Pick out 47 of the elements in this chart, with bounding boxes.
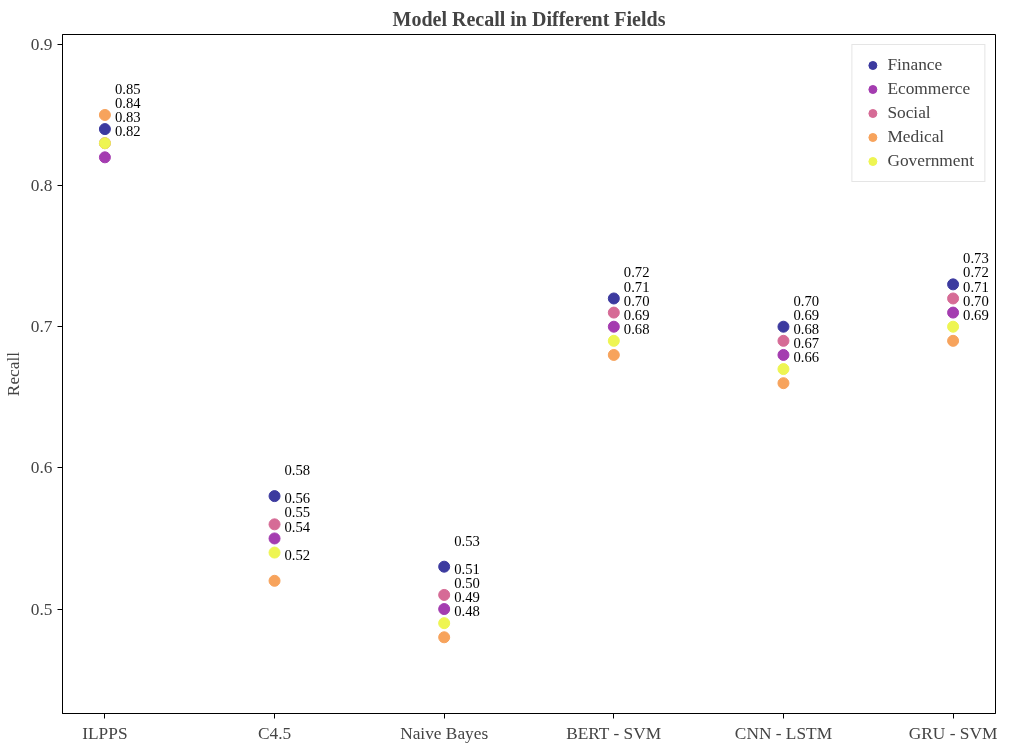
data-label: 0.72 — [623, 264, 650, 281]
data-label: 0.50 — [454, 575, 480, 592]
data-label: 0.69 — [793, 306, 820, 323]
x-tick-label: Naive Bayes — [400, 723, 489, 743]
data-label: 0.82 — [114, 123, 141, 140]
data-label: 0.51 — [454, 560, 480, 577]
data-label: 0.55 — [284, 504, 311, 521]
data-label: 0.58 — [284, 462, 311, 479]
y-tick-label: 0.7 — [30, 317, 53, 337]
x-tick-label: C4.5 — [257, 723, 292, 743]
data-label: 0.53 — [454, 532, 480, 549]
data-label: 0.85 — [114, 80, 141, 97]
legend-label: Ecommerce — [887, 79, 971, 99]
data-label: 0.67 — [793, 335, 820, 352]
legend-label: Government — [887, 151, 974, 171]
data-label: 0.73 — [963, 250, 989, 267]
data-label: 0.70 — [793, 292, 820, 309]
data-label: 0.70 — [623, 292, 650, 309]
data-label: 0.56 — [284, 490, 311, 507]
legend-label: Social — [887, 103, 931, 123]
data-label: 0.71 — [963, 278, 989, 295]
x-tick-label: ILPPS — [82, 723, 128, 743]
data-label: 0.69 — [623, 306, 650, 323]
y-tick-label: 0.9 — [30, 34, 53, 54]
data-label: 0.70 — [963, 292, 989, 309]
y-tick-label: 0.6 — [30, 458, 53, 478]
y-tick-label: 0.5 — [30, 599, 53, 619]
legend-label: Medical — [887, 127, 945, 147]
data-label: 0.69 — [963, 306, 989, 323]
y-tick-label: 0.8 — [30, 176, 53, 196]
x-tick-label: GRU - SVM — [908, 723, 998, 743]
data-label: 0.54 — [284, 518, 311, 535]
data-label: 0.66 — [793, 349, 820, 366]
data-label: 0.83 — [114, 109, 141, 126]
chart-title: Model Recall in Different Fields — [392, 7, 666, 30]
data-label: 0.48 — [454, 603, 480, 620]
y-axis-title: Recall — [3, 351, 23, 397]
data-label: 0.84 — [114, 95, 142, 112]
data-label: 0.52 — [284, 546, 311, 563]
legend-label: Finance — [887, 55, 943, 75]
x-tick-label: CNN - LSTM — [734, 723, 833, 743]
data-label: 0.72 — [963, 264, 989, 281]
data-label: 0.49 — [454, 589, 480, 606]
data-label: 0.71 — [623, 278, 650, 295]
data-label: 0.68 — [793, 320, 820, 337]
x-tick-label: BERT - SVM — [566, 723, 662, 743]
data-label: 0.68 — [623, 320, 650, 337]
